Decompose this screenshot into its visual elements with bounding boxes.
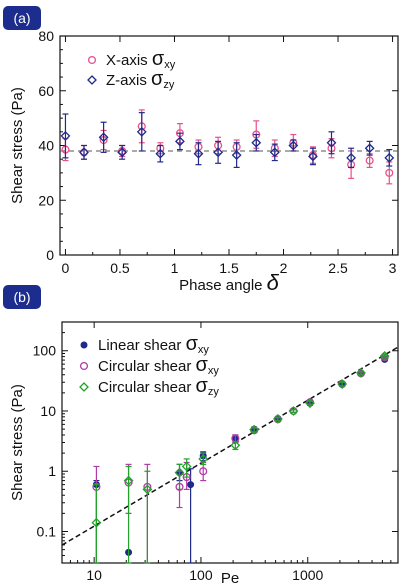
panel-a-xtick-label: 2 — [280, 260, 288, 276]
panel-b-series2-point — [174, 467, 185, 478]
panel-b-ytick-label: 10 — [40, 403, 56, 419]
panel-b-legend-label-0: Linear shear σxy — [98, 333, 209, 356]
panel-a-series1-point — [364, 143, 375, 154]
panel-a-series1-point — [117, 147, 128, 158]
panel-b-series0-point — [187, 481, 195, 489]
panel-b-series2-point — [288, 406, 299, 416]
panel-a-series1-point — [346, 152, 357, 163]
panel-a-series1-point — [269, 147, 280, 158]
panel-a-legend-label-1: Z-axis σzy — [106, 68, 175, 91]
panel-a-xlabel: Phase angle δ — [179, 270, 280, 295]
panel-a-series1-point — [288, 140, 299, 151]
panel-a-tag-text: (a) — [13, 10, 30, 26]
panel-a-tag — [3, 6, 41, 30]
panel-a-series1-point — [175, 136, 185, 147]
panel-a-series1-point — [384, 152, 395, 163]
panel-a-series1-point — [136, 126, 147, 137]
panel-b-series2-point — [123, 475, 134, 486]
panel-b-legend-marker-1 — [79, 361, 89, 371]
panel-a-xtick-label: 1.5 — [219, 260, 239, 276]
panel-a-series1-point — [79, 147, 89, 158]
panel-a-series1-point — [60, 130, 71, 141]
panel-a-legend-label-0: X-axis σxy — [106, 48, 176, 71]
panel-a-ytick-label: 0 — [46, 247, 54, 263]
panel-b-series2-point — [379, 351, 390, 361]
panel-b-series2-point — [91, 517, 102, 528]
panel-a-series1-point — [213, 147, 224, 158]
panel-a-ylabel: Shear stress (Pa) — [9, 87, 26, 204]
panel-b-series2-point — [181, 461, 192, 472]
panel-b-series2-point — [198, 454, 209, 464]
panel-b-ytick-label: 0.1 — [37, 523, 57, 539]
panel-a-ytick-label: 80 — [38, 28, 54, 44]
panel-b-tag — [3, 285, 41, 309]
panel-a-ytick-label: 20 — [38, 192, 54, 208]
panel-a-legend-marker-1 — [87, 75, 97, 85]
panel-b-xlabel: Pe — [221, 570, 239, 586]
panel-b-legend-label-1: Circular shear σxy — [98, 354, 219, 377]
panel-b-ylabel: Shear stress (Pa) — [9, 384, 26, 501]
panel-a-xtick-label: 2.5 — [328, 260, 348, 276]
panel-a-series1-point — [98, 132, 109, 143]
panel-b-ytick-label: 100 — [33, 343, 57, 359]
panel-b-legend-marker-2 — [79, 382, 89, 392]
panel-a-series1-point — [231, 150, 242, 161]
panel-b-fit-line — [61, 346, 399, 546]
panel-b-series2-point — [142, 484, 153, 495]
panel-a-xtick-label: 3 — [389, 260, 397, 276]
panel-b-xtick-label: 10 — [86, 567, 102, 583]
panel-a-legend-marker-0 — [87, 55, 97, 65]
panel-b-series2-point — [305, 398, 315, 409]
panel-a-series1-point — [308, 151, 318, 162]
panel-a-series1-point — [155, 148, 166, 159]
panel-b-xtick-label: 100 — [189, 567, 213, 583]
panel-b-series2-point — [230, 440, 241, 451]
panel-a-series1-point — [326, 137, 337, 148]
panel-b-legend-marker-0 — [80, 341, 88, 349]
panel-b-xtick-label: 1000 — [292, 567, 323, 583]
panel-a-ytick-label: 40 — [38, 138, 54, 154]
panel-a-series0-point — [385, 168, 394, 177]
panel-b-series2-point — [356, 367, 366, 378]
panel-a-xtick-label: 1 — [171, 260, 179, 276]
panel-b-ytick-label: 1 — [48, 463, 56, 479]
panel-a-xtick-label: 0.5 — [110, 260, 130, 276]
panel-a-ytick-label: 60 — [38, 83, 54, 99]
panel-b-tag-text: (b) — [13, 289, 30, 305]
panel-b-series2-point — [249, 424, 260, 435]
panel-b-legend-label-2: Circular shear σzy — [98, 375, 219, 398]
panel-a-series1-point — [193, 148, 204, 159]
panel-b-series2-point — [337, 379, 348, 389]
panel-b-series1-point — [199, 467, 208, 476]
panel-b-series2-point — [272, 413, 283, 424]
panel-a-series0-point — [365, 156, 374, 165]
panel-a-xtick-label: 0 — [62, 260, 70, 276]
panel-a-series1-point — [251, 137, 262, 148]
